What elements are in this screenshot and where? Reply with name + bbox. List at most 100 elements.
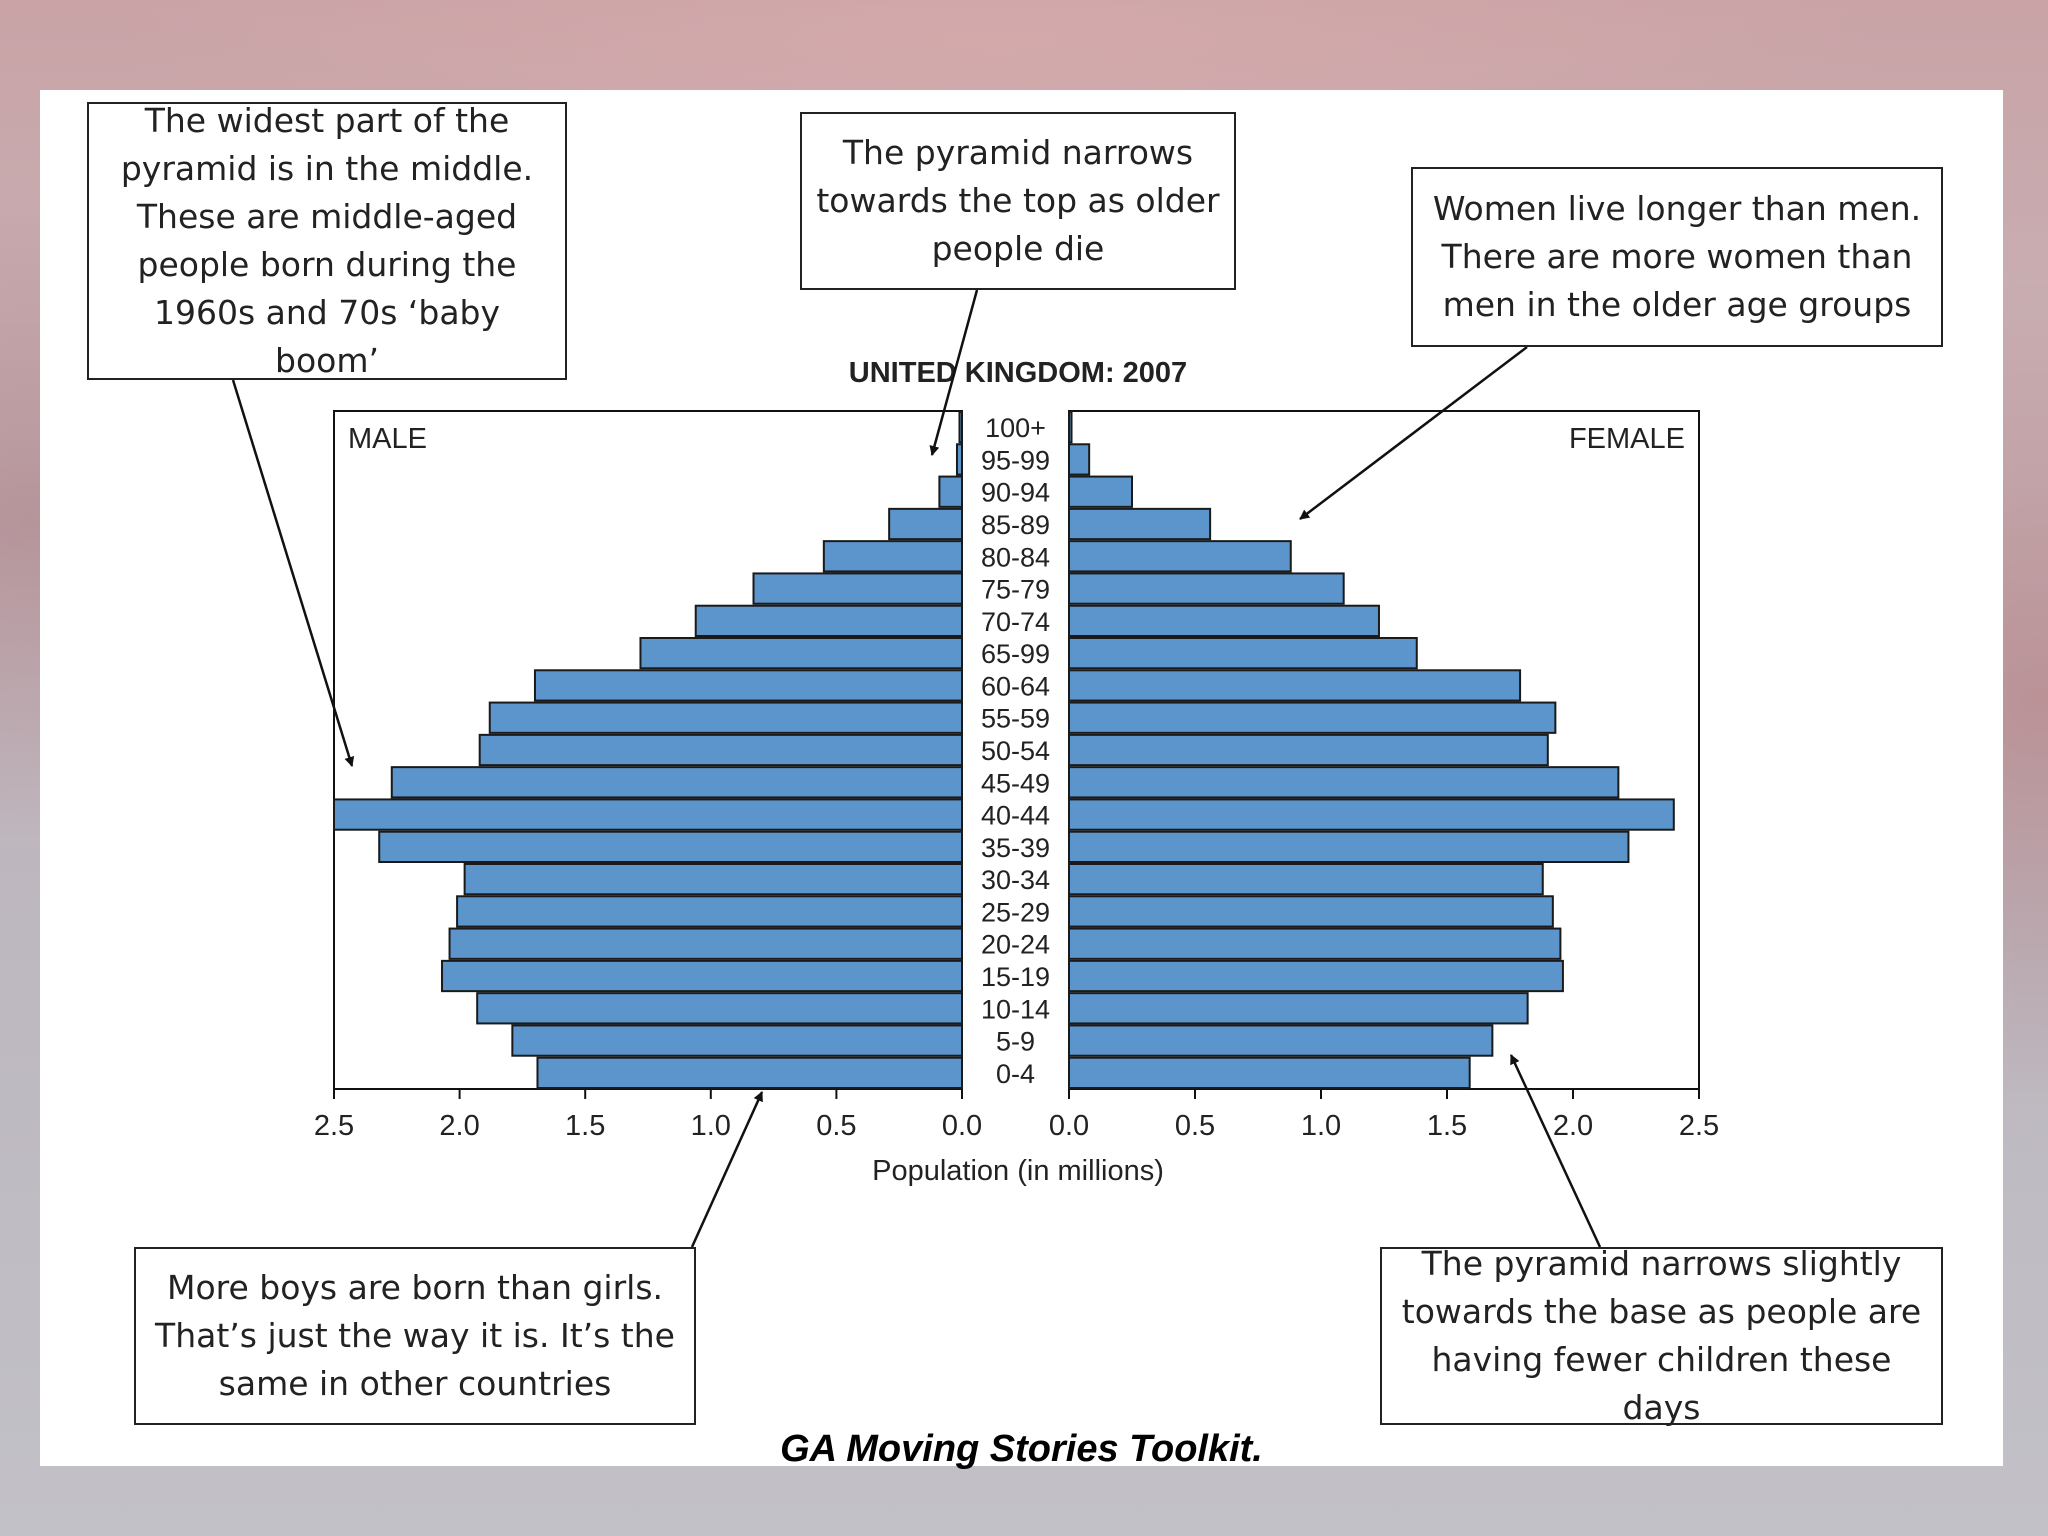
annotation-line: There are more women than — [1441, 237, 1913, 276]
female-bar — [1068, 798, 1675, 831]
age-group-label: 90-94 — [981, 478, 1050, 508]
age-group-label: 25-29 — [981, 897, 1050, 927]
annotation-line: The pyramid narrows slightly — [1421, 1244, 1902, 1283]
x-axis-label: Population (in millions) — [872, 1155, 1164, 1187]
female-bar — [1068, 1056, 1471, 1089]
male-bar — [463, 863, 963, 896]
annotation-line: 1960s and 70s ‘baby boom’ — [153, 293, 501, 380]
age-group-label: 60-64 — [981, 671, 1050, 701]
arrow-narrows-base — [1509, 1054, 1602, 1248]
age-group-label: 35-39 — [981, 833, 1050, 863]
female-bar — [1068, 669, 1522, 702]
female-bar — [1068, 572, 1345, 605]
male-bar — [390, 766, 963, 799]
male-bar — [476, 992, 963, 1025]
annotation-line: men in the older age groups — [1442, 285, 1912, 324]
age-group-label: 10-14 — [981, 994, 1050, 1024]
female-x-tick-label: 1.0 — [1301, 1110, 1341, 1142]
male-bar — [378, 830, 963, 864]
female-bar — [1068, 411, 1073, 444]
age-group-label: 45-49 — [981, 768, 1050, 798]
age-group-label: 80-84 — [981, 542, 1050, 572]
arrow-narrows-top — [929, 289, 979, 456]
female-bar — [1068, 637, 1418, 670]
age-group-label: 65-99 — [981, 639, 1050, 669]
annotation-line: These are middle-aged — [136, 197, 518, 236]
male-x-tick-label: 0.5 — [816, 1110, 856, 1142]
male-bar — [888, 507, 963, 541]
female-bar — [1068, 475, 1133, 508]
female-bar — [1068, 766, 1620, 799]
male-bar — [955, 443, 964, 476]
annotation-line: The pyramid narrows — [842, 133, 1194, 172]
arrow-middle-widest — [231, 379, 355, 767]
female-bar — [1068, 895, 1554, 928]
male-bar — [938, 475, 964, 508]
male-bar — [456, 895, 963, 928]
male-bar — [958, 411, 963, 444]
annotation-narrows-base: The pyramid narrows slightly towards the… — [1380, 1244, 1943, 1427]
male-bar — [448, 927, 963, 960]
age-group-label: 100+ — [985, 413, 1046, 443]
male-x-tick-label: 1.5 — [565, 1110, 605, 1142]
age-group-label: 75-79 — [981, 575, 1050, 605]
male-x-tick-label: 0.0 — [942, 1110, 982, 1142]
female-bar — [1068, 959, 1564, 993]
chart-title: UNITED KINGDOM: 2007 — [849, 357, 1187, 389]
male-bar — [488, 701, 963, 734]
female-bar — [1068, 927, 1562, 960]
female-x-tick-label: 1.5 — [1427, 1110, 1467, 1142]
female-bar — [1068, 507, 1212, 541]
annotation-line: towards the top as older — [816, 181, 1220, 220]
male-x-tick-label: 2.0 — [439, 1110, 479, 1142]
male-bar — [511, 1024, 963, 1057]
female-bar — [1068, 733, 1549, 767]
female-bar — [1068, 992, 1529, 1025]
male-x-tick-label: 2.5 — [314, 1110, 354, 1142]
male-bar — [639, 637, 963, 670]
annotation-more-boys: More boys are born than girls. That’s ju… — [134, 1247, 696, 1425]
arrow-more-boys — [690, 1091, 764, 1248]
male-bar — [478, 733, 963, 767]
age-group-label: 5-9 — [996, 1027, 1035, 1057]
annotation-line: That’s just the way it is. It’s the — [155, 1316, 675, 1355]
female-x-tick-label: 0.0 — [1049, 1110, 1089, 1142]
annotation-line: people born during the — [137, 245, 517, 284]
age-group-label: 95-99 — [981, 445, 1050, 475]
male-bar — [441, 959, 963, 993]
female-bar — [1068, 701, 1557, 734]
male-bar — [533, 669, 964, 702]
source-caption: GA Moving Stories Toolkit. — [780, 1428, 1263, 1470]
age-group-label: 55-59 — [981, 704, 1050, 734]
age-group-label: 30-34 — [981, 865, 1050, 895]
annotation-middle-widest: The widest part of the pyramid is in the… — [87, 101, 567, 380]
female-panel-label: FEMALE — [1569, 423, 1685, 455]
male-bar — [822, 540, 964, 573]
female-bar — [1068, 830, 1630, 864]
annotation-line: Women live longer than men. — [1432, 189, 1922, 228]
male-bar — [694, 604, 964, 638]
female-bar — [1068, 443, 1091, 476]
age-group-label: 50-54 — [981, 736, 1050, 766]
age-group-label: 70-74 — [981, 607, 1050, 637]
age-group-label: 40-44 — [981, 801, 1050, 831]
male-x-tick-label: 1.0 — [691, 1110, 731, 1142]
female-bar — [1068, 863, 1544, 896]
male-bar — [752, 572, 964, 605]
annotation-line: More boys are born than girls. — [166, 1268, 664, 1307]
age-group-label: 0-4 — [996, 1059, 1035, 1089]
female-bar — [1068, 540, 1292, 573]
male-bar — [536, 1056, 963, 1089]
annotation-line: people die — [931, 229, 1105, 268]
annotation-line: same in other countries — [218, 1364, 612, 1403]
annotation-women-longer: Women live longer than men. There are mo… — [1411, 167, 1943, 347]
male-bar — [333, 798, 963, 831]
age-group-label: 20-24 — [981, 930, 1050, 960]
male-panel-label: MALE — [348, 423, 427, 455]
annotation-line: towards the base as people are — [1401, 1292, 1922, 1331]
age-group-label: 15-19 — [981, 962, 1050, 992]
annotation-narrows-top: The pyramid narrows towards the top as o… — [800, 112, 1236, 290]
female-x-tick-label: 2.0 — [1553, 1110, 1593, 1142]
female-bar — [1068, 604, 1380, 638]
